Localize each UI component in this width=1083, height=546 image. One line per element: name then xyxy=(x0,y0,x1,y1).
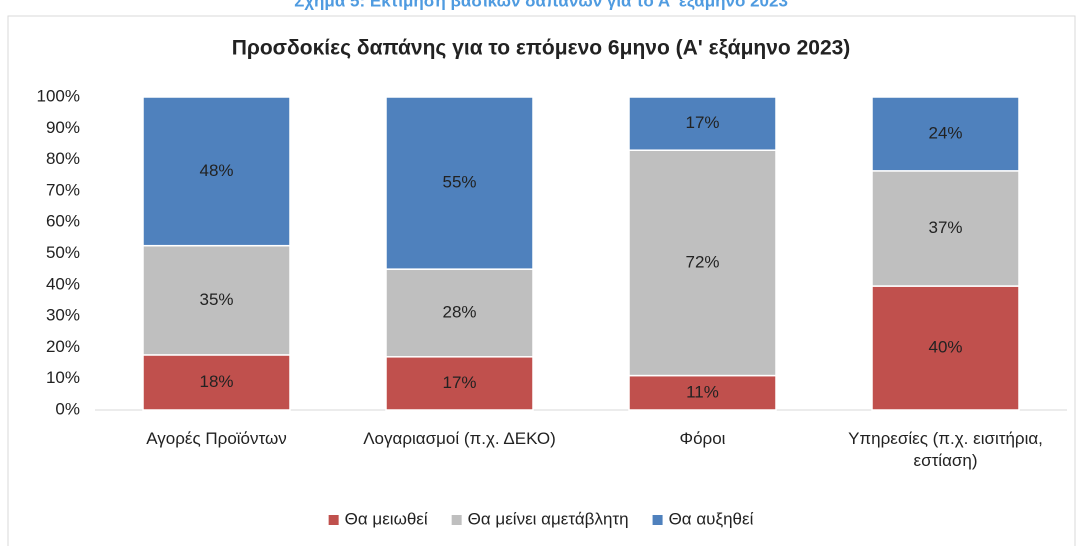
data-label: 17% xyxy=(442,373,476,392)
bar-segment xyxy=(142,354,291,411)
y-tick-label: 20% xyxy=(46,337,80,356)
legend-swatch xyxy=(451,515,462,525)
y-tick-label: 30% xyxy=(46,306,80,325)
legend: Θα μειωθεί Θα μείνει αμετάβλητη Θα αυξηθεί xyxy=(328,509,754,528)
x-tick-label-box: Λογαριασμοί (π.χ. ΔΕΚΟ) xyxy=(363,429,556,448)
caption: Σχήμα 5: Εκτίμηση βασικών δαπανών για το… xyxy=(294,0,788,10)
bar-segment xyxy=(871,285,1020,411)
x-tick-label: Υπηρεσίες (π.χ. εισιτήρια, εστίαση) xyxy=(848,429,1043,470)
x-tick-label-box: Φόροι xyxy=(679,429,726,448)
bar-segment xyxy=(628,96,777,151)
y-tick-label: 90% xyxy=(46,118,80,137)
y-tick-label: 50% xyxy=(46,243,80,262)
x-tick-label: Λογαριασμοί (π.χ. ΔΕΚΟ) xyxy=(363,429,556,448)
data-label: 48% xyxy=(199,161,233,180)
x-tick-label: Φόροι xyxy=(679,429,726,448)
data-label: 18% xyxy=(199,372,233,391)
bar-segment xyxy=(871,170,1020,287)
y-tick-label: 0% xyxy=(55,399,80,418)
legend-swatch xyxy=(652,515,663,525)
x-tick-label: Αγορές Προϊόντων xyxy=(146,429,287,448)
y-tick-label: 40% xyxy=(46,274,80,293)
data-label: 17% xyxy=(685,113,719,132)
data-label: 35% xyxy=(199,290,233,309)
y-tick-label: 100% xyxy=(37,86,80,105)
bar-segment xyxy=(142,96,291,247)
data-label: 40% xyxy=(928,338,962,357)
legend-label: Θα μείνει αμετάβλητη xyxy=(468,509,629,528)
y-tick-label: 80% xyxy=(46,149,80,168)
bar-segment xyxy=(628,149,777,377)
legend-label: Θα αυξηθεί xyxy=(669,509,754,528)
data-label: 55% xyxy=(442,173,476,192)
data-label: 72% xyxy=(685,252,719,271)
chart-title: Προσδοκίες δαπάνης για το επόμενο 6μηνο … xyxy=(232,37,851,60)
y-tick-label: 70% xyxy=(46,180,80,199)
y-tick-label: 60% xyxy=(46,212,80,231)
data-label: 11% xyxy=(686,382,719,401)
legend-label: Θα μειωθεί xyxy=(345,509,428,528)
bar-segment xyxy=(871,96,1020,172)
data-label: 28% xyxy=(442,302,476,321)
data-label: 37% xyxy=(928,218,962,237)
bar-segment xyxy=(385,96,534,270)
data-label: 24% xyxy=(928,123,962,142)
legend-swatch xyxy=(328,515,339,525)
bar-segment xyxy=(142,244,291,356)
x-tick-label-box: Αγορές Προϊόντων xyxy=(146,429,287,448)
y-tick-label: 10% xyxy=(46,368,80,387)
x-tick-label-box: Υπηρεσίες (π.χ. εισιτήρια, εστίαση) xyxy=(848,429,1043,470)
